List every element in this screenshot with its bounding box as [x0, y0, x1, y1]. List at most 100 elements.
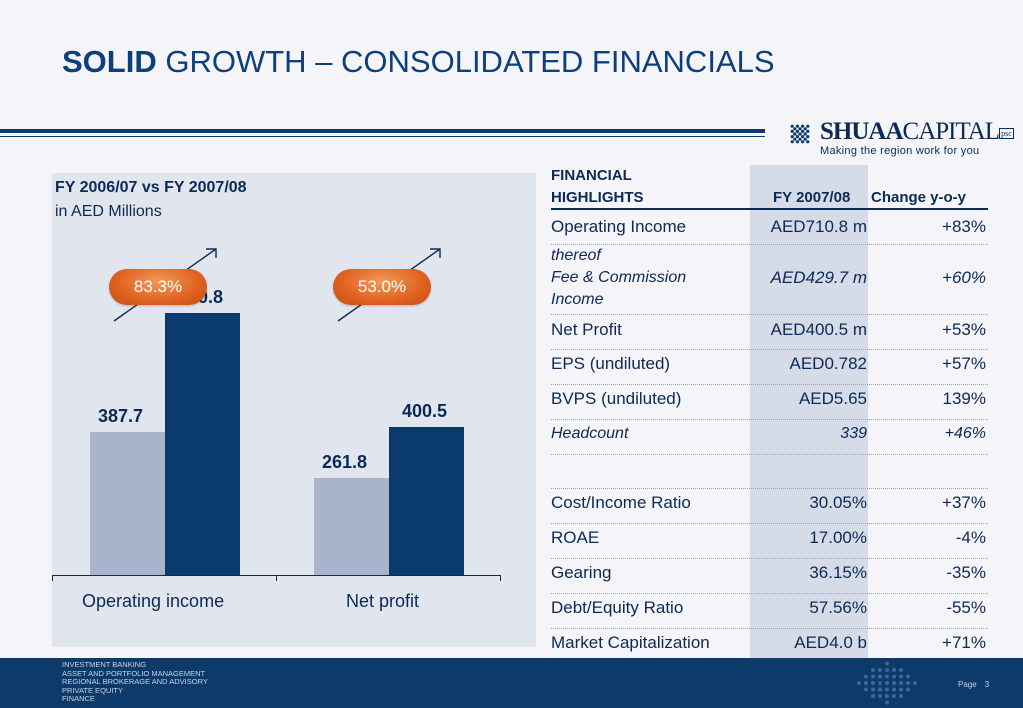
row-divider: [551, 558, 988, 559]
footer-item: INVESTMENT BANKING: [62, 660, 147, 669]
footer-business-lines: INVESTMENT BANKING ASSET AND PORTFOLIO M…: [62, 660, 208, 704]
bar-value-label: 387.7: [98, 406, 144, 427]
row-change: +37%: [942, 493, 986, 512]
title-rest: GROWTH – CONSOLIDATED FINANCIALS: [165, 44, 775, 79]
table-row-spacer: [551, 455, 988, 489]
row-change: -55%: [946, 598, 986, 617]
row-divider: [551, 244, 988, 245]
footer-item: ASSET AND PORTFOLIO MANAGEMENT: [62, 668, 206, 678]
title-bold: SOLID: [62, 44, 157, 79]
axis-tick: [500, 575, 501, 581]
footer-item: FINANCE: [62, 694, 95, 704]
row-label: Operating Income: [551, 217, 687, 236]
row-change: -4%: [955, 528, 986, 547]
row-label: EPS (undiluted): [551, 354, 671, 373]
company-logo: SHUAACAPITAL psc Making the region work f…: [782, 116, 1014, 160]
row-value: AED5.65: [798, 389, 867, 408]
row-value: 30.05%: [809, 493, 867, 512]
row-divider: [551, 314, 988, 315]
logo-name: SHUAACAPITAL psc: [820, 118, 1014, 146]
row-label: ROAE: [551, 528, 600, 547]
row-divider: [551, 523, 988, 524]
header-highlights-line2: HIGHLIGHTS: [551, 189, 644, 206]
bar: [90, 432, 165, 575]
row-label: Gearing: [551, 563, 612, 582]
table-row: ROAE 17.00% -4%: [551, 524, 988, 559]
row-value: AED710.8 m: [770, 217, 867, 236]
row-label-line1: thereof: [551, 247, 601, 264]
row-divider: [551, 384, 988, 385]
table-row: Debt/Equity Ratio 57.56% -55%: [551, 594, 988, 629]
logo-suffix: psc: [999, 128, 1014, 139]
footer-item: REGIONAL BROKERAGE AND ADVISORY: [62, 677, 208, 687]
bar: [389, 427, 464, 575]
row-value: 339: [840, 425, 867, 442]
table-row: Operating Income AED710.8 m +83%: [551, 210, 988, 245]
row-label: Debt/Equity Ratio: [551, 598, 684, 617]
page-title: SOLID GROWTH – CONSOLIDATED FINANCIALS: [62, 44, 775, 80]
table-row: Gearing 36.15% -35%: [551, 559, 988, 594]
row-change: +53%: [942, 320, 986, 339]
row-label: Market Capitalization: [551, 633, 710, 652]
bar-value-label: 400.5: [402, 401, 448, 422]
table-row: Net Profit AED400.5 m +53%: [551, 315, 988, 350]
row-label: Net Profit: [551, 320, 622, 339]
axis-tick: [276, 575, 277, 581]
row-change: +60%: [942, 268, 986, 287]
chart-subheading: in AED Millions: [55, 203, 162, 220]
footer-bar: INVESTMENT BANKING ASSET AND PORTFOLIO M…: [0, 658, 1023, 708]
growth-badge: 83.3%: [109, 269, 207, 305]
logo-name-rest: CAPITAL: [902, 118, 1001, 145]
logo-tagline: Making the region work for you: [820, 145, 980, 157]
bar-value-label: 261.8: [322, 452, 368, 473]
row-value: 17.00%: [809, 528, 867, 547]
page-number: 3: [984, 680, 990, 689]
logo-name-bold: SHUAA: [820, 118, 904, 145]
title-rule: [0, 129, 765, 133]
row-label: Cost/Income Ratio: [551, 493, 691, 512]
axis-tick: [52, 575, 53, 581]
table-row: Headcount 339 +46%: [551, 420, 988, 455]
row-change: -35%: [946, 563, 986, 582]
row-label-line2: Fee & Commission: [551, 269, 687, 286]
row-divider: [551, 628, 988, 629]
header-highlights-line1: FINANCIAL: [551, 167, 632, 184]
row-divider: [551, 454, 988, 455]
row-divider: [551, 593, 988, 594]
category-label: Operating income: [82, 591, 225, 611]
chart-panel: FY 2006/07 vs FY 2007/08 in AED Millions…: [52, 173, 536, 647]
row-value: AED400.5 m: [770, 320, 867, 339]
table-row: Cost/Income Ratio 30.05% +37%: [551, 489, 988, 524]
row-change: +71%: [942, 633, 986, 652]
row-value: 36.15%: [809, 563, 867, 582]
row-value: AED0.782: [789, 354, 868, 373]
growth-badge: 53.0%: [333, 269, 431, 305]
page-indicator: Page 3: [958, 680, 989, 689]
column-highlight: [750, 165, 868, 661]
row-divider: [551, 349, 988, 350]
header-change: Change y-o-y: [871, 189, 967, 206]
row-value: AED4.0 b: [794, 633, 867, 652]
table-row: Market Capitalization AED4.0 b +71%: [551, 629, 988, 659]
table-row: EPS (undiluted) AED0.782 +57%: [551, 350, 988, 385]
row-change: +57%: [942, 354, 986, 373]
row-label: BVPS (undiluted): [551, 389, 682, 408]
header-highlights: FINANCIAL HIGHLIGHTS: [551, 165, 644, 209]
row-value: AED429.7 m: [770, 268, 867, 287]
header-rule: [551, 208, 988, 210]
title-rule-thin: [0, 136, 765, 137]
table-row: thereof Fee & Commission Income AED429.7…: [551, 245, 988, 315]
row-label: Headcount: [551, 425, 629, 442]
row-divider: [551, 488, 988, 489]
logo-diamond-icon: [790, 124, 810, 144]
header-fy: FY 2007/08: [773, 189, 851, 206]
row-change: +83%: [942, 217, 986, 236]
bar: [314, 478, 389, 575]
table-row: BVPS (undiluted) AED5.65 139%: [551, 385, 988, 420]
row-divider: [551, 419, 988, 420]
footer-dot-pattern-icon: [857, 661, 917, 705]
row-value: 57.56%: [809, 598, 867, 617]
chart-heading: FY 2006/07 vs FY 2007/08: [55, 179, 247, 196]
page-label: Page: [958, 680, 977, 689]
row-label-line3: Income: [551, 291, 604, 308]
